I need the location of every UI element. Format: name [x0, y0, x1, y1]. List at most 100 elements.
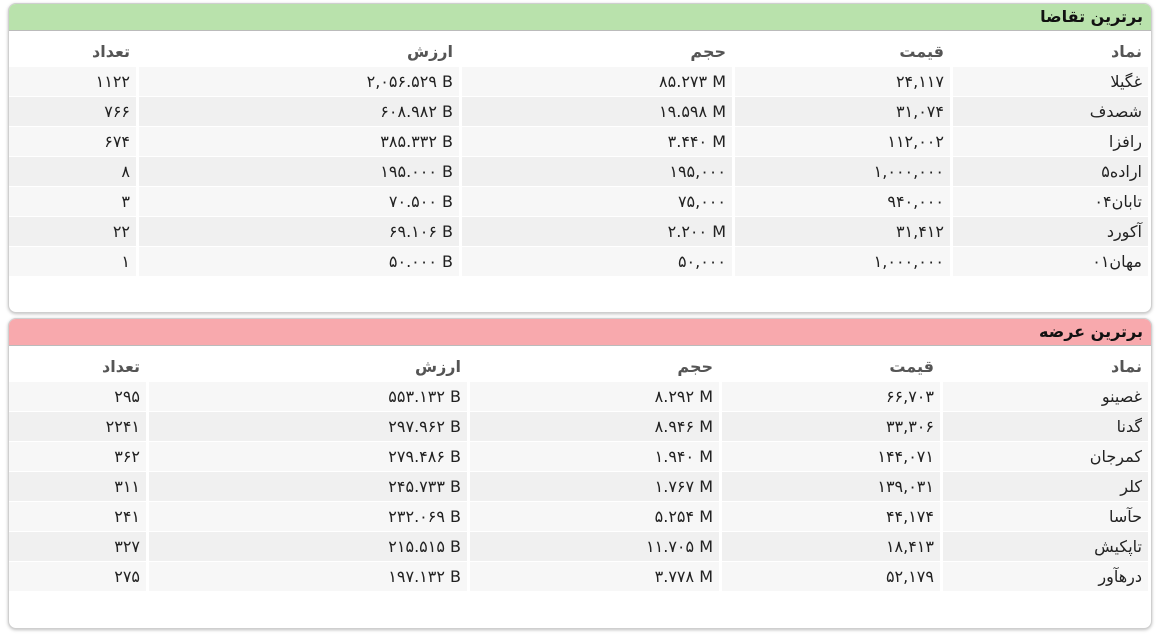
volume-cell: ۳.۷۷۸ M: [470, 562, 719, 591]
value-text: ۳۸۵.۳۳۲ B: [380, 132, 453, 151]
value-text: ۶۰۸.۹۸۲ B: [380, 102, 453, 121]
count-text: ۳: [121, 192, 130, 211]
value-text: ۶۹.۱۰۶ B: [388, 222, 453, 241]
volume-cell: ۱.۷۶۷ M: [470, 472, 719, 501]
column-header: ارزش: [415, 356, 461, 376]
count-cell: ۶۷۴: [9, 127, 136, 156]
count-cell: ۳۲۷: [9, 532, 146, 561]
symbol-cell: مهان۰۱: [953, 247, 1148, 276]
column-header: نماد: [1111, 356, 1142, 376]
value-text: ۷۰.۵۰۰ B: [388, 192, 453, 211]
volume-cell: ۲.۲۰۰ M: [462, 217, 732, 246]
supply-table: نماد قیمت حجم ارزش تعداد غصینو ۶۶,۷۰۳ ۸.۲۹۲ M ۵۵…: [9, 350, 1151, 592]
volume-cell: ۳.۴۴۰ M: [462, 127, 732, 156]
price-cell: ۱۱۲,۰۰۲: [735, 127, 950, 156]
column-header: حجم: [677, 356, 713, 376]
price-cell: ۱۸,۴۱۳: [722, 532, 940, 561]
value-cell: ۱۹۷.۱۳۲ B: [149, 562, 467, 591]
value-text: ۵۰.۰۰۰ B: [388, 252, 453, 271]
price-cell: ۱۳۹,۰۳۱: [722, 472, 940, 501]
symbol-cell: حآسا: [943, 502, 1148, 531]
volume-text: ۸.۲۹۲ M: [654, 387, 713, 406]
value-text: ۲,۰۵۶.۵۲۹ B: [366, 72, 453, 91]
column-header: حجم: [690, 41, 726, 61]
count-text: ۱: [121, 252, 130, 271]
value-text: ۲۹۷.۹۶۲ B: [388, 417, 461, 436]
volume-cell: ۱۹.۵۹۸ M: [462, 97, 732, 126]
table-row: تابان۰۴ ۹۴۰,۰۰۰ ۷۵,۰۰۰ ۷۰.۵۰۰ B ۳: [9, 187, 1148, 216]
price-cell: ۳۳,۳۰۶: [722, 412, 940, 441]
volume-cell: ۷۵,۰۰۰: [462, 187, 732, 216]
count-text: ۳۶۲: [114, 447, 140, 466]
symbol-cell: غصینو: [943, 382, 1148, 411]
price-text: ۱,۰۰۰,۰۰۰: [873, 162, 944, 181]
price-text: ۱۳۹,۰۳۱: [877, 477, 934, 496]
price-cell: ۶۶,۷۰۳: [722, 382, 940, 411]
price-text: ۳۱,۴۱۲: [895, 222, 944, 241]
count-text: ۳۲۷: [114, 537, 140, 556]
volume-text: ۱۹۵,۰۰۰: [669, 162, 726, 181]
value-cell: ۲۹۷.۹۶۲ B: [149, 412, 467, 441]
count-cell: ۲۲۴۱: [9, 412, 146, 441]
count-text: ۲۴۱: [114, 507, 140, 526]
price-text: ۹۴۰,۰۰۰: [887, 192, 944, 211]
value-cell: ۲۷۹.۴۸۶ B: [149, 442, 467, 471]
volume-text: ۳.۷۷۸ M: [654, 567, 713, 586]
count-text: ۲۲۴۱: [105, 417, 140, 436]
volume-text: ۸.۹۴۶ M: [654, 417, 713, 436]
price-text: ۱۴۴,۰۷۱: [877, 447, 934, 466]
value-cell: ۲۴۵.۷۳۳ B: [149, 472, 467, 501]
value-cell: ۷۰.۵۰۰ B: [139, 187, 459, 216]
value-text: ۲۱۵.۵۱۵ B: [388, 537, 461, 556]
price-cell: ۱۴۴,۰۷۱: [722, 442, 940, 471]
table-row: شصدف ۳۱,۰۷۴ ۱۹.۵۹۸ M ۶۰۸.۹۸۲ B ۷۶۶: [9, 97, 1148, 126]
volume-text: ۲.۲۰۰ M: [667, 222, 726, 241]
column-header: تعداد: [102, 356, 140, 376]
symbol-cell: تاپکیش: [943, 532, 1148, 561]
volume-cell: ۸.۹۴۶ M: [470, 412, 719, 441]
count-cell: ۳: [9, 187, 136, 216]
demand-panel: برترین تقاضا نماد قیمت حجم ارزش تعداد غگیلا ۲۴…: [8, 3, 1152, 313]
volume-cell: ۱۱.۷۰۵ M: [470, 532, 719, 561]
symbol-cell: کلر: [943, 472, 1148, 501]
supply-panel: برترین عرضه نماد قیمت حجم ارزش تعداد غصینو ۶۶,…: [8, 318, 1152, 629]
panel-title: برترین عرضه: [9, 319, 1151, 346]
count-cell: ۱۱۲۲: [9, 67, 136, 96]
symbol-cell: تابان۰۴: [953, 187, 1148, 216]
value-cell: ۲,۰۵۶.۵۲۹ B: [139, 67, 459, 96]
symbol-cell: گدنا: [943, 412, 1148, 441]
value-text: ۵۵۳.۱۳۲ B: [388, 387, 461, 406]
table-row: اراده۵ ۱,۰۰۰,۰۰۰ ۱۹۵,۰۰۰ ۱۹۵.۰۰۰ B ۸: [9, 157, 1148, 186]
value-cell: ۶۹.۱۰۶ B: [139, 217, 459, 246]
price-text: ۲۴,۱۱۷: [895, 72, 944, 91]
count-cell: ۲۹۵: [9, 382, 146, 411]
value-text: ۲۴۵.۷۳۳ B: [388, 477, 461, 496]
price-cell: ۲۴,۱۱۷: [735, 67, 950, 96]
price-cell: ۹۴۰,۰۰۰: [735, 187, 950, 216]
value-cell: ۵۰.۰۰۰ B: [139, 247, 459, 276]
value-cell: ۳۸۵.۳۳۲ B: [139, 127, 459, 156]
symbol-cell: آکورد: [953, 217, 1148, 246]
value-cell: ۲۳۲.۰۶۹ B: [149, 502, 467, 531]
table-row: رافزا ۱۱۲,۰۰۲ ۳.۴۴۰ M ۳۸۵.۳۳۲ B ۶۷۴: [9, 127, 1148, 156]
price-text: ۱,۰۰۰,۰۰۰: [873, 252, 944, 271]
volume-cell: ۱۹۵,۰۰۰: [462, 157, 732, 186]
price-cell: ۳۱,۰۷۴: [735, 97, 950, 126]
symbol-cell: درهآور: [943, 562, 1148, 591]
volume-cell: ۸۵.۲۷۳ M: [462, 67, 732, 96]
price-cell: ۳۱,۴۱۲: [735, 217, 950, 246]
price-text: ۴۴,۱۷۴: [885, 507, 934, 526]
demand-table: نماد قیمت حجم ارزش تعداد غگیلا ۲۴,۱۱۷ ۸۵.۲۷۳ M ۲…: [9, 35, 1151, 277]
price-text: ۶۶,۷۰۳: [885, 387, 934, 406]
value-cell: ۵۵۳.۱۳۲ B: [149, 382, 467, 411]
price-text: ۱۸,۴۱۳: [885, 537, 934, 556]
table-row: غگیلا ۲۴,۱۱۷ ۸۵.۲۷۳ M ۲,۰۵۶.۵۲۹ B ۱۱۲۲: [9, 67, 1148, 96]
symbol-cell: غگیلا: [953, 67, 1148, 96]
count-cell: ۱: [9, 247, 136, 276]
count-cell: ۸: [9, 157, 136, 186]
table-row: تاپکیش ۱۸,۴۱۳ ۱۱.۷۰۵ M ۲۱۵.۵۱۵ B ۳۲۷: [9, 532, 1148, 561]
panel-title: برترین تقاضا: [9, 4, 1151, 31]
count-cell: ۲۴۱: [9, 502, 146, 531]
count-text: ۳۱۱: [114, 477, 140, 496]
symbol-cell: رافزا: [953, 127, 1148, 156]
